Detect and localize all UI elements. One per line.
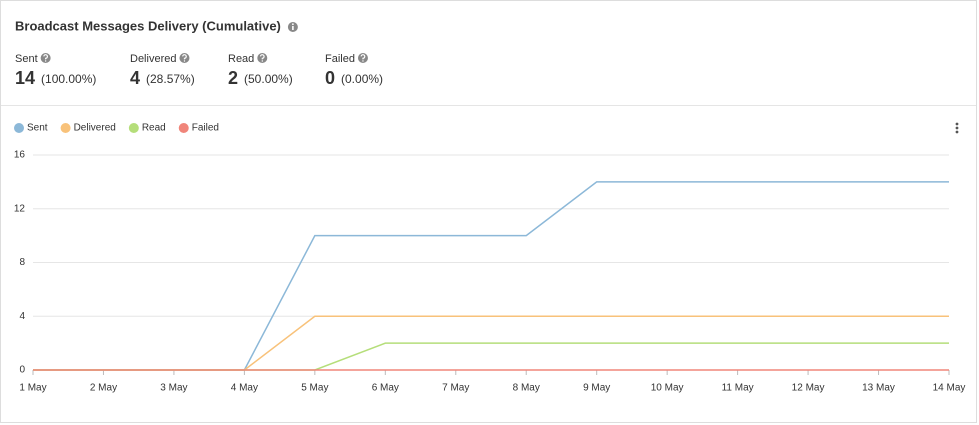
y-tick-label: 16 — [14, 150, 26, 161]
legend-swatch — [60, 123, 71, 133]
help-glyph — [360, 54, 366, 60]
help-icon[interactable] — [257, 53, 268, 63]
help-icon[interactable] — [40, 53, 51, 63]
menu-button[interactable] — [955, 122, 959, 134]
legend-swatch — [178, 123, 189, 133]
legend-label: Failed — [192, 123, 219, 134]
legend-label: Read — [142, 123, 166, 134]
stat-value: 0 — [325, 68, 335, 88]
stat-label: Failed — [325, 53, 355, 65]
help-icon[interactable] — [179, 53, 190, 63]
x-tick-label: 4 May — [231, 383, 258, 394]
x-tick-label: 11 May — [722, 383, 754, 394]
y-tick-label: 0 — [19, 365, 25, 376]
x-tick-label: 2 May — [90, 383, 117, 394]
y-tick-label: 8 — [19, 257, 25, 268]
x-tick-label: 8 May — [513, 383, 540, 394]
stat-percent: (100.00%) — [41, 72, 96, 86]
x-tick-label: 14 May — [933, 383, 966, 394]
x-tick-label: 3 May — [160, 383, 187, 394]
legend-label: Sent — [27, 123, 48, 134]
legend-item[interactable]: Failed — [178, 123, 219, 134]
x-tick-label: 9 May — [583, 383, 610, 394]
x-tick-label: 5 May — [301, 383, 328, 394]
x-tick-label: 6 May — [372, 383, 399, 394]
stat-percent: (0.00%) — [341, 72, 383, 86]
help-icon[interactable] — [357, 53, 368, 63]
help-glyph — [43, 54, 49, 60]
stat-label: Read — [228, 53, 254, 65]
y-tick-label: 4 — [19, 311, 25, 322]
stat-percent: (50.00%) — [244, 72, 293, 86]
widget-title: Broadcast Messages Delivery (Cumulative) — [15, 18, 281, 33]
stat-value: 2 — [228, 68, 238, 88]
legend-item[interactable]: Read — [128, 123, 166, 134]
help-glyph — [259, 54, 265, 60]
stat-label: Delivered — [130, 53, 176, 65]
help-dot — [44, 60, 47, 62]
stat-value: 14 — [15, 68, 35, 88]
legend-swatch — [14, 123, 24, 133]
help-dot — [261, 60, 263, 62]
stat-label: Sent — [15, 53, 38, 65]
x-tick-label: 12 May — [792, 383, 825, 394]
x-tick-label: 10 May — [651, 383, 684, 394]
x-tick-label: 1 May — [19, 383, 46, 394]
y-tick-label: 12 — [14, 203, 26, 214]
legend-label: Delivered — [74, 123, 116, 134]
stat-value: 4 — [130, 68, 140, 88]
stat-percent: (28.57%) — [146, 72, 195, 86]
info-icon[interactable] — [287, 22, 298, 32]
help-glyph — [182, 54, 187, 60]
legend-item[interactable]: Delivered — [60, 123, 116, 134]
help-dot — [183, 60, 186, 62]
help-dot — [362, 60, 364, 62]
legend-item[interactable]: Sent — [14, 123, 48, 134]
x-tick-label: 13 May — [862, 383, 895, 394]
x-tick-label: 7 May — [442, 383, 469, 394]
legend-swatch — [128, 123, 139, 133]
